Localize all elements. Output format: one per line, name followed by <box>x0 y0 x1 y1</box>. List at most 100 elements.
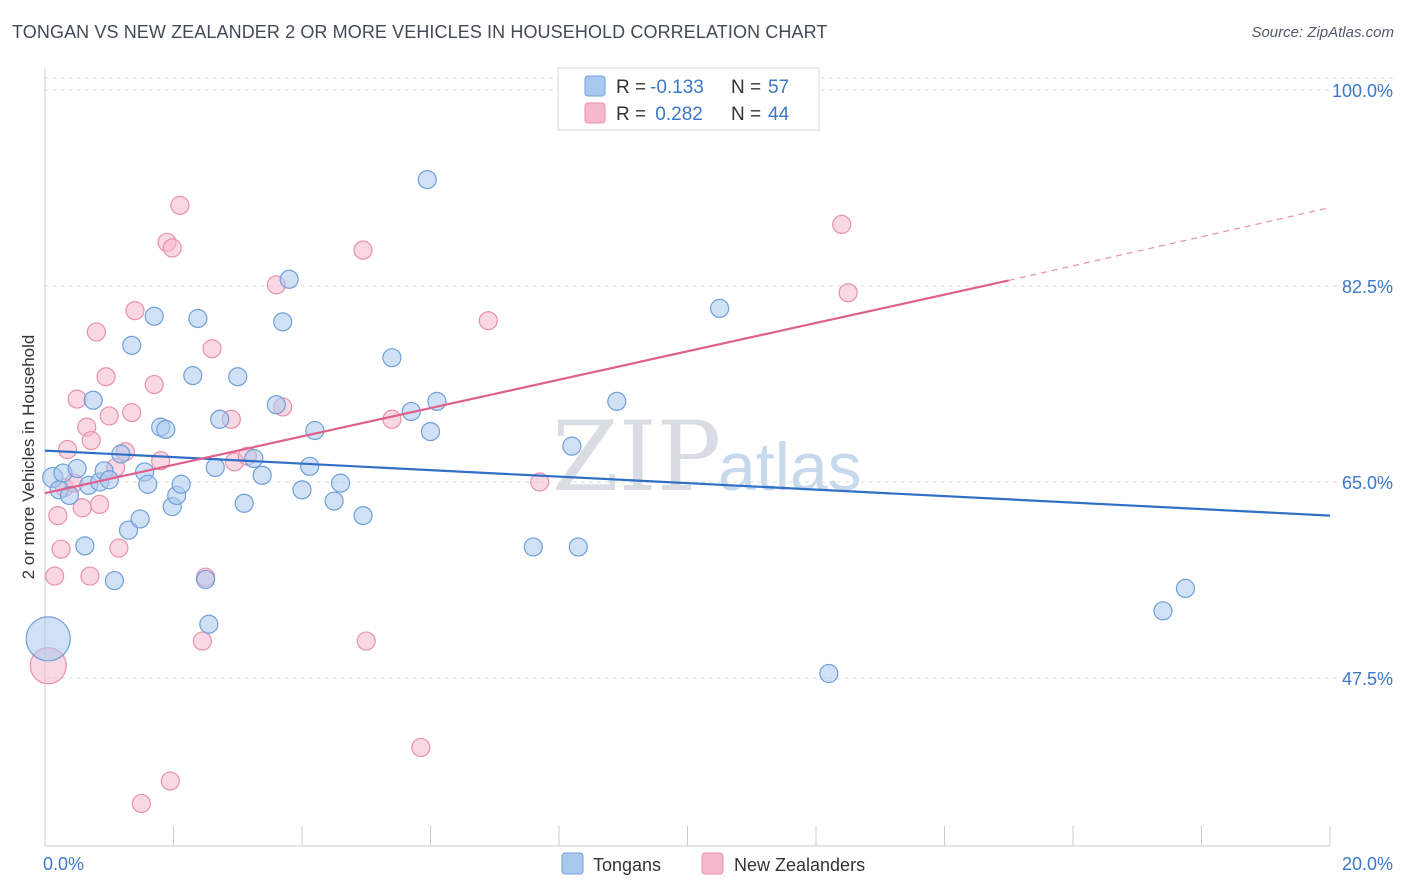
point-new-zealanders <box>90 494 110 514</box>
y-tick-labels: 47.5% 65.0% 82.5% 100.0% <box>1332 81 1393 689</box>
point-tongans <box>171 474 191 494</box>
point-tongans <box>819 663 839 684</box>
legend-n-value-tongans: 57 <box>768 77 789 98</box>
bottom-legend-label-tongans: Tongans <box>593 855 661 875</box>
point-tongans <box>122 335 142 355</box>
point-tongans <box>324 491 344 511</box>
point-tongans <box>292 480 312 500</box>
legend-swatch-nz <box>584 102 606 124</box>
point-tongans <box>417 170 437 190</box>
point-new-zealanders <box>109 538 129 558</box>
point-tongans <box>228 367 248 387</box>
legend-n-label-nz: N = <box>731 104 761 125</box>
point-new-zealanders <box>86 322 107 342</box>
point-tongans <box>562 436 582 456</box>
point-tongans <box>300 456 320 476</box>
point-new-zealanders <box>478 311 498 331</box>
legend: R = -0.133 N = 57 R = 0.282 N = 44 <box>557 67 820 131</box>
point-tongans <box>59 485 80 506</box>
source-label: Source: ZipAtlas.com <box>1251 24 1394 41</box>
y-axis-label: 2 or more Vehicles in Household <box>19 335 38 580</box>
point-new-zealanders <box>160 771 180 791</box>
point-tongans <box>1153 601 1173 621</box>
point-new-zealanders <box>382 409 402 429</box>
bottom-legend-label-nz: New Zealanders <box>734 855 865 875</box>
y-tick-label: 65.0% <box>1342 473 1393 493</box>
watermark-atlas: atlas <box>718 429 862 505</box>
point-tongans <box>273 312 293 332</box>
bottom-legend: Tongans New Zealanders <box>561 852 865 875</box>
point-tongans <box>67 458 87 479</box>
point-tongans <box>118 520 139 540</box>
point-tongans <box>420 422 441 442</box>
trend-line-new-zealanders <box>44 279 1009 495</box>
y-tick-label: 47.5% <box>1342 669 1393 689</box>
point-new-zealanders <box>832 214 852 234</box>
trend-lines <box>44 207 1331 517</box>
point-tongans <box>104 570 124 591</box>
point-tongans <box>279 269 299 289</box>
point-new-zealanders <box>81 430 101 451</box>
legend-r-label-nz: R = <box>616 104 646 125</box>
series-tongans-points <box>25 170 1196 684</box>
bottom-legend-swatch-nz <box>701 852 724 875</box>
point-tongans <box>305 420 325 441</box>
watermark-zip: ZIP <box>552 401 721 513</box>
chart-title: TONGAN VS NEW ZEALANDER 2 OR MORE VEHICL… <box>12 22 828 42</box>
point-tongans <box>156 419 176 439</box>
point-new-zealanders <box>411 737 431 758</box>
point-tongans <box>196 569 216 590</box>
point-tongans <box>330 473 351 493</box>
point-new-zealanders <box>67 389 87 409</box>
point-new-zealanders <box>45 566 65 586</box>
point-tongans <box>75 536 95 556</box>
trend-line-tongans <box>44 449 1331 517</box>
point-tongans <box>1175 578 1196 599</box>
legend-r-value-tongans: -0.133 <box>650 77 704 98</box>
y-tick-label: 82.5% <box>1342 277 1393 297</box>
point-new-zealanders <box>353 240 373 260</box>
point-new-zealanders <box>356 631 376 651</box>
point-new-zealanders <box>48 505 68 526</box>
point-tongans <box>210 409 230 429</box>
point-new-zealanders <box>202 339 222 359</box>
point-new-zealanders <box>122 402 142 423</box>
point-tongans <box>130 509 150 529</box>
x-ticks <box>44 826 1331 846</box>
point-tongans <box>144 306 164 326</box>
point-new-zealanders <box>838 283 858 303</box>
point-new-zealanders <box>96 367 116 387</box>
point-tongans <box>607 391 627 411</box>
bottom-legend-swatch-tongans <box>561 852 584 875</box>
point-tongans <box>244 448 264 469</box>
point-new-zealanders <box>57 439 78 460</box>
watermark: ZIP atlas <box>552 401 862 513</box>
point-tongans <box>199 614 219 634</box>
point-tongans <box>568 537 588 557</box>
point-new-zealanders <box>51 539 71 559</box>
point-tongans <box>266 395 286 415</box>
point-new-zealanders <box>192 631 213 651</box>
point-new-zealanders <box>125 301 145 321</box>
trend-line-new-zealanders-extension <box>1008 207 1331 281</box>
y-tick-label: 100.0% <box>1332 81 1393 101</box>
point-tongans <box>523 537 543 557</box>
x-tick-label-min: 0.0% <box>43 854 84 874</box>
x-tick-label-max: 20.0% <box>1342 854 1393 874</box>
point-new-zealanders <box>131 793 151 814</box>
legend-r-label-tongans: R = <box>616 77 646 98</box>
point-tongans <box>710 298 730 318</box>
point-new-zealanders <box>162 238 182 258</box>
point-tongans <box>205 457 225 478</box>
point-tongans <box>188 308 208 329</box>
point-tongans <box>83 390 103 410</box>
point-new-zealanders <box>99 406 119 426</box>
point-tongans <box>234 493 254 513</box>
legend-swatch-tongans <box>584 75 606 97</box>
point-new-zealanders <box>170 195 190 215</box>
point-tongans <box>183 366 203 386</box>
legend-r-value-nz: 0.282 <box>650 104 703 125</box>
point-tongans <box>353 505 373 526</box>
point-tongans <box>382 348 402 368</box>
